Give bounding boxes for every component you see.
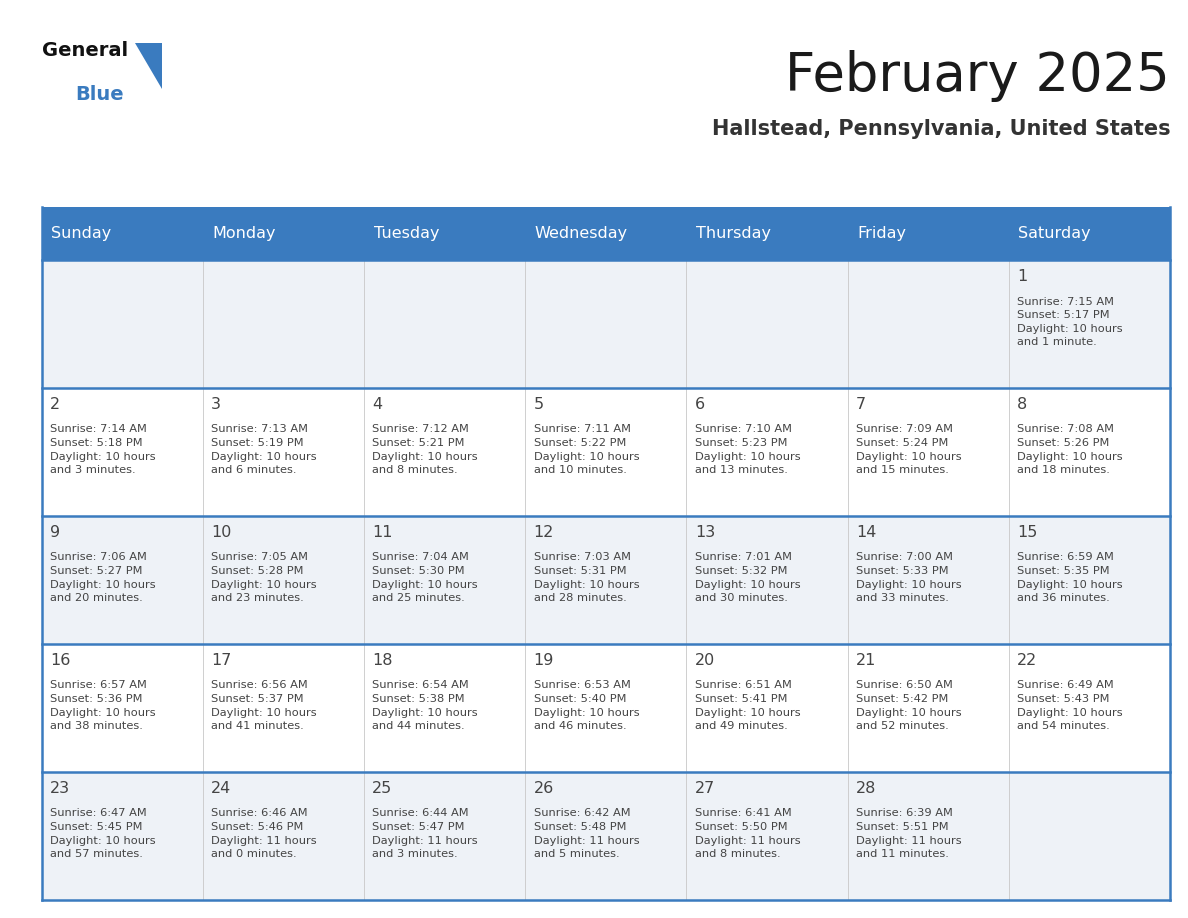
Text: Saturday: Saturday bbox=[1018, 226, 1091, 241]
Text: 27: 27 bbox=[695, 781, 715, 796]
Bar bbox=[42, 644, 1170, 772]
Text: 21: 21 bbox=[857, 653, 877, 668]
Text: Sunrise: 6:53 AM
Sunset: 5:40 PM
Daylight: 10 hours
and 46 minutes.: Sunrise: 6:53 AM Sunset: 5:40 PM Dayligh… bbox=[533, 680, 639, 732]
Bar bbox=[42, 387, 1170, 516]
Text: 4: 4 bbox=[372, 397, 383, 412]
Text: 14: 14 bbox=[857, 525, 877, 540]
Text: Sunrise: 6:46 AM
Sunset: 5:46 PM
Daylight: 11 hours
and 0 minutes.: Sunrise: 6:46 AM Sunset: 5:46 PM Dayligh… bbox=[211, 809, 317, 859]
Text: Sunrise: 6:59 AM
Sunset: 5:35 PM
Daylight: 10 hours
and 36 minutes.: Sunrise: 6:59 AM Sunset: 5:35 PM Dayligh… bbox=[1017, 553, 1123, 603]
Text: 15: 15 bbox=[1017, 525, 1037, 540]
Text: February 2025: February 2025 bbox=[785, 50, 1170, 103]
Text: Blue: Blue bbox=[75, 85, 124, 105]
Text: Sunrise: 6:57 AM
Sunset: 5:36 PM
Daylight: 10 hours
and 38 minutes.: Sunrise: 6:57 AM Sunset: 5:36 PM Dayligh… bbox=[50, 680, 156, 732]
Bar bbox=[42, 516, 1170, 644]
Text: 19: 19 bbox=[533, 653, 554, 668]
Text: Sunrise: 6:56 AM
Sunset: 5:37 PM
Daylight: 10 hours
and 41 minutes.: Sunrise: 6:56 AM Sunset: 5:37 PM Dayligh… bbox=[211, 680, 317, 732]
Text: Sunrise: 7:08 AM
Sunset: 5:26 PM
Daylight: 10 hours
and 18 minutes.: Sunrise: 7:08 AM Sunset: 5:26 PM Dayligh… bbox=[1017, 424, 1123, 476]
Text: 17: 17 bbox=[211, 653, 232, 668]
Text: Thursday: Thursday bbox=[696, 226, 771, 241]
Text: 20: 20 bbox=[695, 653, 715, 668]
Text: 12: 12 bbox=[533, 525, 554, 540]
Text: Sunrise: 6:50 AM
Sunset: 5:42 PM
Daylight: 10 hours
and 52 minutes.: Sunrise: 6:50 AM Sunset: 5:42 PM Dayligh… bbox=[857, 680, 961, 732]
Bar bbox=[42, 772, 1170, 900]
Text: 9: 9 bbox=[50, 525, 61, 540]
Text: 6: 6 bbox=[695, 397, 704, 412]
Text: Wednesday: Wednesday bbox=[535, 226, 628, 241]
Text: Sunrise: 6:41 AM
Sunset: 5:50 PM
Daylight: 11 hours
and 8 minutes.: Sunrise: 6:41 AM Sunset: 5:50 PM Dayligh… bbox=[695, 809, 801, 859]
Text: General: General bbox=[42, 41, 127, 61]
Text: Sunrise: 6:51 AM
Sunset: 5:41 PM
Daylight: 10 hours
and 49 minutes.: Sunrise: 6:51 AM Sunset: 5:41 PM Dayligh… bbox=[695, 680, 801, 732]
Text: 7: 7 bbox=[857, 397, 866, 412]
Bar bbox=[42, 260, 1170, 387]
Text: Sunrise: 7:10 AM
Sunset: 5:23 PM
Daylight: 10 hours
and 13 minutes.: Sunrise: 7:10 AM Sunset: 5:23 PM Dayligh… bbox=[695, 424, 801, 476]
Text: 13: 13 bbox=[695, 525, 715, 540]
Text: Sunrise: 7:14 AM
Sunset: 5:18 PM
Daylight: 10 hours
and 3 minutes.: Sunrise: 7:14 AM Sunset: 5:18 PM Dayligh… bbox=[50, 424, 156, 476]
Text: 1: 1 bbox=[1017, 269, 1028, 284]
Text: 11: 11 bbox=[372, 525, 393, 540]
Text: 24: 24 bbox=[211, 781, 232, 796]
Text: Friday: Friday bbox=[858, 226, 906, 241]
Text: Sunrise: 7:04 AM
Sunset: 5:30 PM
Daylight: 10 hours
and 25 minutes.: Sunrise: 7:04 AM Sunset: 5:30 PM Dayligh… bbox=[372, 553, 478, 603]
Text: Tuesday: Tuesday bbox=[373, 226, 440, 241]
Text: Sunrise: 7:11 AM
Sunset: 5:22 PM
Daylight: 10 hours
and 10 minutes.: Sunrise: 7:11 AM Sunset: 5:22 PM Dayligh… bbox=[533, 424, 639, 476]
Text: Sunrise: 7:09 AM
Sunset: 5:24 PM
Daylight: 10 hours
and 15 minutes.: Sunrise: 7:09 AM Sunset: 5:24 PM Dayligh… bbox=[857, 424, 961, 476]
Text: Sunrise: 7:13 AM
Sunset: 5:19 PM
Daylight: 10 hours
and 6 minutes.: Sunrise: 7:13 AM Sunset: 5:19 PM Dayligh… bbox=[211, 424, 317, 476]
Text: 22: 22 bbox=[1017, 653, 1037, 668]
Text: Sunrise: 7:05 AM
Sunset: 5:28 PM
Daylight: 10 hours
and 23 minutes.: Sunrise: 7:05 AM Sunset: 5:28 PM Dayligh… bbox=[211, 553, 317, 603]
Text: 10: 10 bbox=[211, 525, 232, 540]
Text: 28: 28 bbox=[857, 781, 877, 796]
Text: Sunrise: 6:54 AM
Sunset: 5:38 PM
Daylight: 10 hours
and 44 minutes.: Sunrise: 6:54 AM Sunset: 5:38 PM Dayligh… bbox=[372, 680, 478, 732]
Text: Sunrise: 7:15 AM
Sunset: 5:17 PM
Daylight: 10 hours
and 1 minute.: Sunrise: 7:15 AM Sunset: 5:17 PM Dayligh… bbox=[1017, 297, 1123, 347]
Text: Sunrise: 6:39 AM
Sunset: 5:51 PM
Daylight: 11 hours
and 11 minutes.: Sunrise: 6:39 AM Sunset: 5:51 PM Dayligh… bbox=[857, 809, 961, 859]
Text: Hallstead, Pennsylvania, United States: Hallstead, Pennsylvania, United States bbox=[712, 119, 1170, 140]
Text: 23: 23 bbox=[50, 781, 70, 796]
Text: Sunrise: 6:42 AM
Sunset: 5:48 PM
Daylight: 11 hours
and 5 minutes.: Sunrise: 6:42 AM Sunset: 5:48 PM Dayligh… bbox=[533, 809, 639, 859]
Text: Sunrise: 7:00 AM
Sunset: 5:33 PM
Daylight: 10 hours
and 33 minutes.: Sunrise: 7:00 AM Sunset: 5:33 PM Dayligh… bbox=[857, 553, 961, 603]
Text: Monday: Monday bbox=[213, 226, 276, 241]
Text: Sunrise: 7:12 AM
Sunset: 5:21 PM
Daylight: 10 hours
and 8 minutes.: Sunrise: 7:12 AM Sunset: 5:21 PM Dayligh… bbox=[372, 424, 478, 476]
Bar bbox=[42, 207, 1170, 260]
Text: Sunrise: 7:03 AM
Sunset: 5:31 PM
Daylight: 10 hours
and 28 minutes.: Sunrise: 7:03 AM Sunset: 5:31 PM Dayligh… bbox=[533, 553, 639, 603]
Text: Sunrise: 6:49 AM
Sunset: 5:43 PM
Daylight: 10 hours
and 54 minutes.: Sunrise: 6:49 AM Sunset: 5:43 PM Dayligh… bbox=[1017, 680, 1123, 732]
Text: Sunrise: 7:01 AM
Sunset: 5:32 PM
Daylight: 10 hours
and 30 minutes.: Sunrise: 7:01 AM Sunset: 5:32 PM Dayligh… bbox=[695, 553, 801, 603]
Text: Sunrise: 6:47 AM
Sunset: 5:45 PM
Daylight: 10 hours
and 57 minutes.: Sunrise: 6:47 AM Sunset: 5:45 PM Dayligh… bbox=[50, 809, 156, 859]
Text: 5: 5 bbox=[533, 397, 544, 412]
Polygon shape bbox=[135, 43, 162, 89]
Text: Sunrise: 6:44 AM
Sunset: 5:47 PM
Daylight: 11 hours
and 3 minutes.: Sunrise: 6:44 AM Sunset: 5:47 PM Dayligh… bbox=[372, 809, 478, 859]
Text: 2: 2 bbox=[50, 397, 61, 412]
Text: 3: 3 bbox=[211, 397, 221, 412]
Text: 8: 8 bbox=[1017, 397, 1028, 412]
Text: 18: 18 bbox=[372, 653, 393, 668]
Text: Sunday: Sunday bbox=[51, 226, 112, 241]
Text: 25: 25 bbox=[372, 781, 392, 796]
Text: 26: 26 bbox=[533, 781, 554, 796]
Text: 16: 16 bbox=[50, 653, 70, 668]
Text: Sunrise: 7:06 AM
Sunset: 5:27 PM
Daylight: 10 hours
and 20 minutes.: Sunrise: 7:06 AM Sunset: 5:27 PM Dayligh… bbox=[50, 553, 156, 603]
